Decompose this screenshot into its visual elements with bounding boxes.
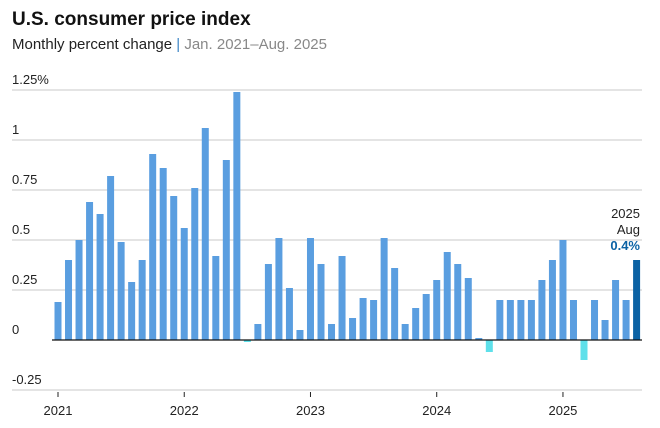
bar-2025-08 <box>633 260 641 340</box>
x-tick-label: 2024 <box>422 403 451 418</box>
bar-2023-01 <box>306 238 314 340</box>
x-tick-label: 2025 <box>548 403 577 418</box>
bar-2023-02 <box>317 264 325 340</box>
bar-2022-03 <box>201 128 209 340</box>
bar-2022-01 <box>180 228 188 340</box>
subtitle-range: Jan. 2021–Aug. 2025 <box>184 36 327 53</box>
bar-2023-07 <box>370 300 378 340</box>
bar-2022-11 <box>285 288 293 340</box>
bar-2021-08 <box>128 282 136 340</box>
y-tick-label: 0 <box>12 322 19 337</box>
bar-2024-08 <box>506 300 514 340</box>
subtitle-text: Monthly percent change <box>12 36 172 53</box>
bar-2024-02 <box>443 252 451 340</box>
annotation-year: 2025 <box>611 206 640 221</box>
bar-2022-10 <box>275 238 283 340</box>
bar-2022-12 <box>296 330 304 340</box>
bar-2021-09 <box>138 260 146 340</box>
bar-2022-02 <box>191 188 199 340</box>
bar-2025-06 <box>612 280 620 340</box>
bar-2024-11 <box>538 280 546 340</box>
subtitle-separator: | <box>172 36 184 53</box>
y-tick-label: 1 <box>12 122 19 137</box>
bar-2025-05 <box>601 320 609 340</box>
bar-2021-01 <box>54 302 62 340</box>
bar-2023-05 <box>349 318 357 340</box>
bar-2024-09 <box>517 300 525 340</box>
bar-2024-07 <box>496 300 504 340</box>
bar-2025-07 <box>622 300 630 340</box>
bar-2024-01 <box>433 280 441 340</box>
annotation-value: 0.4% <box>610 238 640 253</box>
bar-2023-06 <box>359 298 367 340</box>
bar-2022-04 <box>212 256 220 340</box>
bar-2025-02 <box>569 300 577 340</box>
bar-2024-03 <box>454 264 462 340</box>
bar-2023-11 <box>412 308 420 340</box>
bar-2023-10 <box>401 324 409 340</box>
bar-2023-03 <box>328 324 336 340</box>
bar-2023-12 <box>422 294 430 340</box>
y-tick-label: -0.25 <box>12 372 42 387</box>
bar-2022-09 <box>264 264 272 340</box>
chart-subtitle: Monthly percent change | Jan. 2021–Aug. … <box>12 36 327 53</box>
bar-2023-04 <box>338 256 346 340</box>
annotation-month: Aug <box>617 222 640 237</box>
bars <box>52 92 642 360</box>
bar-2021-06 <box>107 176 115 340</box>
bar-2024-12 <box>548 260 556 340</box>
bar-2021-03 <box>75 240 83 340</box>
bar-2021-05 <box>96 214 104 340</box>
bar-2022-07 <box>243 340 251 342</box>
y-tick-label: 1.25% <box>12 72 49 87</box>
bar-2024-06 <box>485 340 493 352</box>
bar-2021-10 <box>149 154 157 340</box>
bar-2021-04 <box>86 202 94 340</box>
bar-2025-01 <box>559 240 567 340</box>
bar-2024-04 <box>464 278 472 340</box>
bar-2021-11 <box>159 168 167 340</box>
bar-2022-06 <box>233 92 241 340</box>
gridlines: 1.25% 1 0.75 0.5 0.25 0 -0.25 <box>12 72 642 391</box>
y-tick-label: 0.75 <box>12 172 37 187</box>
x-tick-label: 2022 <box>170 403 199 418</box>
x-tick-label: 2021 <box>44 403 73 418</box>
bar-2024-05 <box>475 338 483 340</box>
bar-2025-03 <box>580 340 588 360</box>
y-tick-label: 0.25 <box>12 272 37 287</box>
bar-2023-08 <box>380 238 388 340</box>
x-tick-label: 2023 <box>296 403 325 418</box>
x-axis: 2021 2022 2023 2024 2025 <box>44 392 577 418</box>
y-tick-label: 0.5 <box>12 222 30 237</box>
bar-2021-02 <box>65 260 73 340</box>
bar-2022-08 <box>254 324 262 340</box>
bar-2021-07 <box>117 242 125 340</box>
bar-2021-12 <box>170 196 178 340</box>
bar-2025-04 <box>591 300 599 340</box>
bar-2022-05 <box>222 160 230 340</box>
bar-2023-09 <box>391 268 399 340</box>
chart-title: U.S. consumer price index <box>12 9 251 30</box>
bar-2024-10 <box>527 300 535 340</box>
